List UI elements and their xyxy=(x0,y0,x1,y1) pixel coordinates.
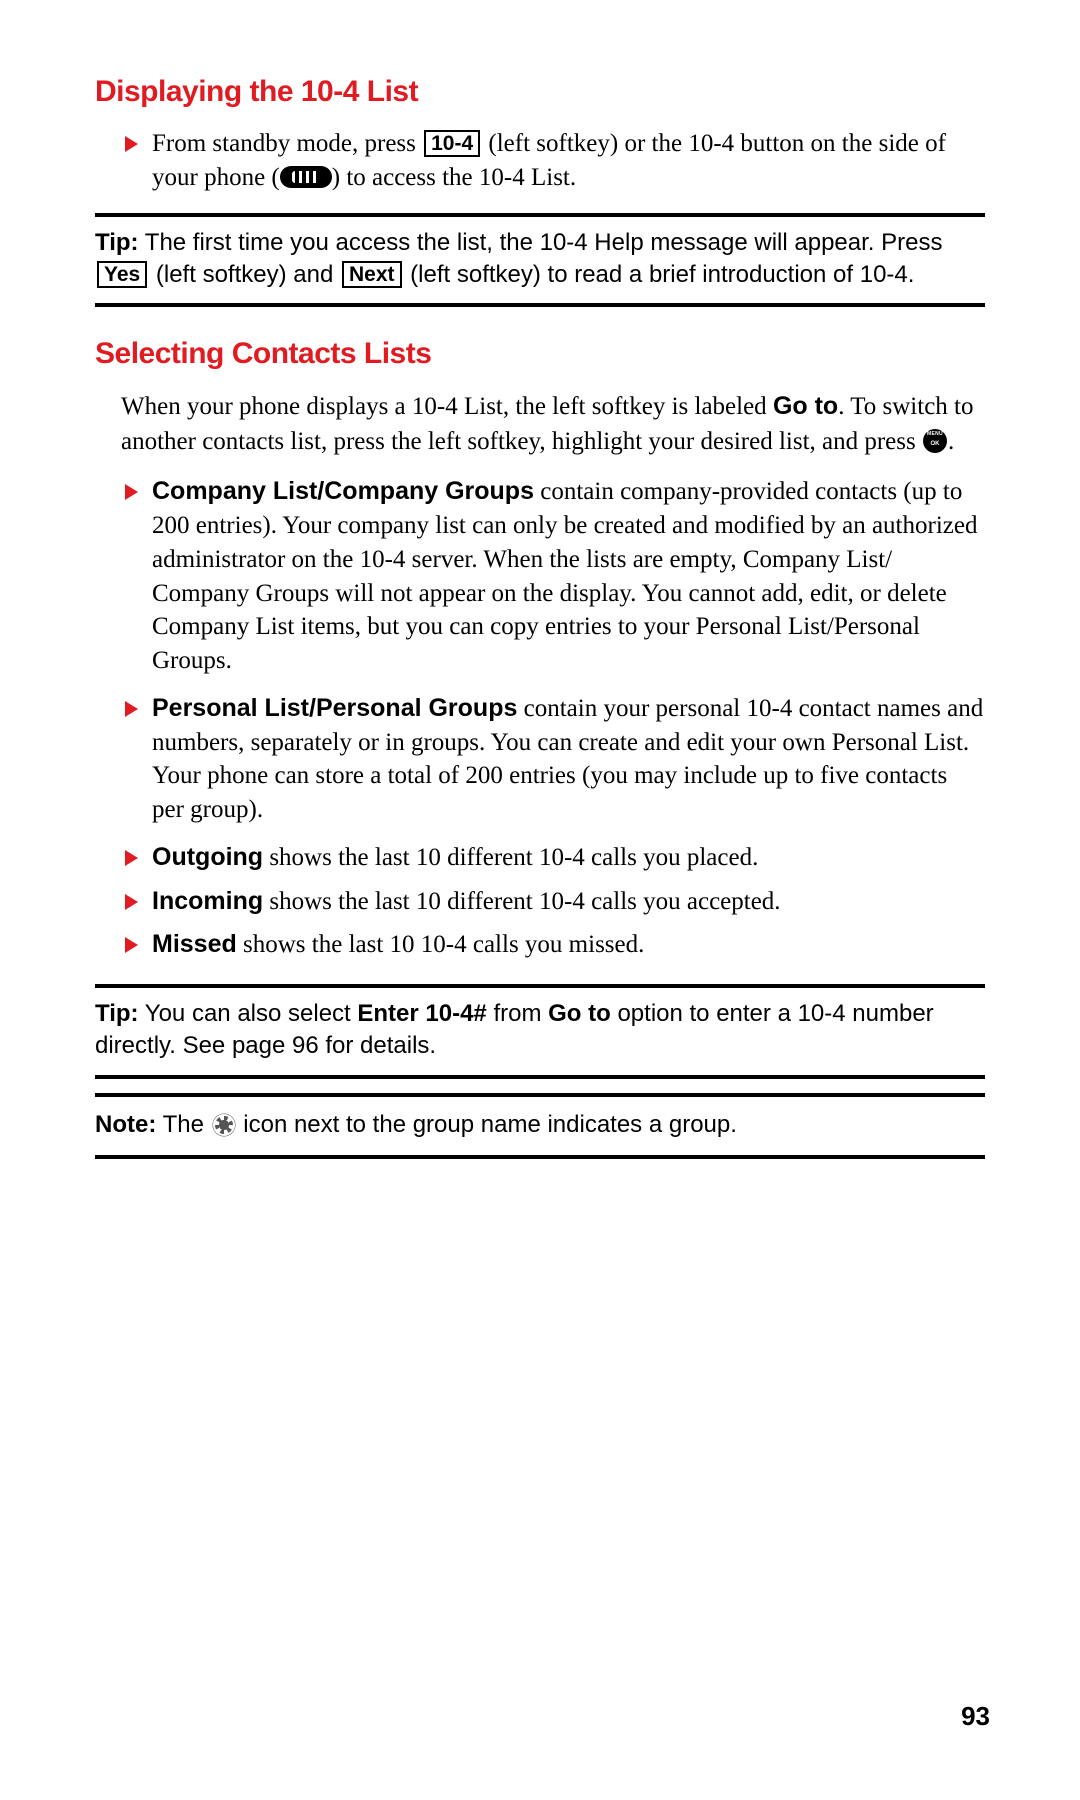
list-item: Outgoing shows the last 10 different 10-… xyxy=(125,841,985,875)
heading-selecting-contacts-lists: Selecting Contacts Lists xyxy=(95,337,985,371)
bullet-triangle-icon xyxy=(125,701,138,717)
bullet-text: Company List/Company Groups contain comp… xyxy=(152,475,985,678)
text-run: The xyxy=(156,1111,210,1138)
goto-label: Go to xyxy=(773,392,838,420)
bullet-triangle-icon xyxy=(125,850,138,866)
text-run: shows the last 10 different 10-4 calls y… xyxy=(263,888,780,915)
key-next: Next xyxy=(342,261,402,288)
text-run: shows the last 10 different 10-4 calls y… xyxy=(263,844,758,871)
bullet-text: Personal List/Personal Groups contain yo… xyxy=(152,692,985,827)
note-box: Note: The icon next to the group name in… xyxy=(95,1093,985,1159)
goto-label: Go to xyxy=(548,1000,611,1027)
bullet-triangle-icon xyxy=(125,894,138,910)
list-item: Personal List/Personal Groups contain yo… xyxy=(125,692,985,827)
lead-term: Incoming xyxy=(152,887,263,915)
enter-10-4: Enter 10-4# xyxy=(357,1000,486,1027)
bullet-triangle-icon xyxy=(125,937,138,953)
text-run: The first time you access the list, the … xyxy=(139,229,943,256)
heading-displaying-10-4-list: Displaying the 10-4 List xyxy=(95,75,985,109)
page-number: 93 xyxy=(961,1701,990,1732)
section2-bullets: Company List/Company Groups contain comp… xyxy=(125,475,985,962)
tip-box-1: Tip: The first time you access the list,… xyxy=(95,213,985,308)
group-icon xyxy=(213,1114,235,1136)
text-run: You can also select xyxy=(139,1000,358,1027)
lead-term: Missed xyxy=(152,930,237,958)
lead-term: Personal List/Personal Groups xyxy=(152,694,517,722)
text-run: When your phone displays a 10-4 List, th… xyxy=(121,393,773,420)
text-run: from xyxy=(487,1000,548,1027)
text-run: ) to access the 10-4 List. xyxy=(332,164,576,191)
tip-label: Tip: xyxy=(95,229,139,256)
text-run: shows the last 10 10-4 calls you missed. xyxy=(237,931,645,958)
tip-box-2: Tip: You can also select Enter 10-4# fro… xyxy=(95,984,985,1079)
key-10-4: 10-4 xyxy=(424,130,480,157)
text-run: (left softkey) to read a brief introduct… xyxy=(404,261,915,288)
bullet-text: From standby mode, press 10-4 (left soft… xyxy=(152,127,985,195)
tip-label: Tip: xyxy=(95,1000,139,1027)
text-run: (left softkey) and xyxy=(149,261,340,288)
text-run: contain company-provided contacts (up to… xyxy=(152,478,977,674)
note-label: Note: xyxy=(95,1111,156,1138)
list-item: Company List/Company Groups contain comp… xyxy=(125,475,985,678)
list-item: Missed shows the last 10 10-4 calls you … xyxy=(125,928,985,962)
text-run: From standby mode, press xyxy=(152,130,422,157)
menu-ok-icon xyxy=(923,429,947,453)
intro-paragraph: When your phone displays a 10-4 List, th… xyxy=(121,389,985,459)
list-item: From standby mode, press 10-4 (left soft… xyxy=(125,127,985,195)
bullet-triangle-icon xyxy=(125,484,138,500)
bullet-text: Missed shows the last 10 10-4 calls you … xyxy=(152,928,644,962)
text-run: . xyxy=(948,428,954,455)
lead-term: Company List/Company Groups xyxy=(152,477,534,505)
lead-term: Outgoing xyxy=(152,843,263,871)
bullet-text: Incoming shows the last 10 different 10-… xyxy=(152,885,781,919)
text-run: icon next to the group name indicates a … xyxy=(237,1111,737,1138)
side-button-icon xyxy=(280,166,332,188)
bullet-triangle-icon xyxy=(125,136,138,152)
list-item: Incoming shows the last 10 different 10-… xyxy=(125,885,985,919)
bullet-text: Outgoing shows the last 10 different 10-… xyxy=(152,841,758,875)
manual-page: Displaying the 10-4 List From standby mo… xyxy=(0,0,1080,1800)
key-yes: Yes xyxy=(97,261,147,288)
section1-bullets: From standby mode, press 10-4 (left soft… xyxy=(125,127,985,195)
